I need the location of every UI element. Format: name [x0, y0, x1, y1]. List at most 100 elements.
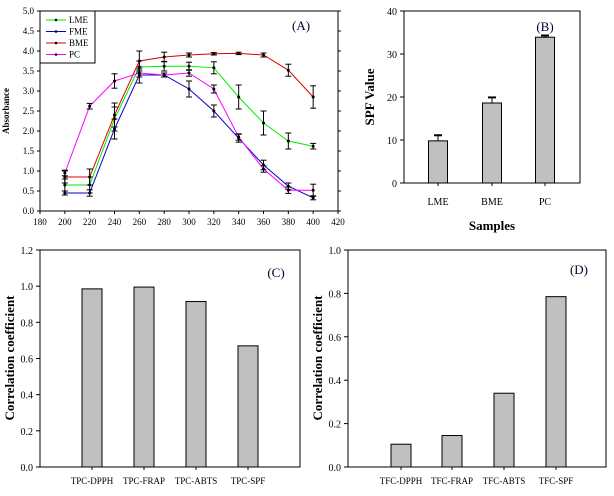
data-point-bme — [262, 53, 265, 57]
x-tick-label: 380 — [282, 217, 296, 227]
panel-d-bar-chart: 0.0 0.2 0.4 0.6 0.8 1.0 TFC-DPPH TFC-FRAP TFC-A… — [310, 246, 607, 486]
data-point-lme — [187, 64, 191, 68]
y-tick-label: 3.0 — [23, 86, 35, 96]
y-tick-label: 2.5 — [23, 106, 35, 116]
data-point-pc — [137, 71, 141, 75]
x-tick-label: 240 — [108, 217, 122, 227]
y-tick-label: 1.0 — [329, 246, 342, 257]
x-tick-label-tfc-abts: TFC-ABTS — [483, 476, 526, 486]
y-tick-label: 0.8 — [329, 289, 342, 300]
data-point-pc — [162, 73, 166, 77]
y-tick-label: 0.4 — [21, 391, 34, 402]
y-tick-label: 1.2 — [21, 246, 34, 257]
legend-label-bme: BME — [69, 38, 89, 48]
legend-label-pc: PC — [69, 50, 80, 60]
x-tick-label-tfc-dpph: TFC-DPPH — [380, 476, 423, 486]
bar-tpc-abts — [185, 301, 207, 468]
legend-marker-lme — [54, 18, 58, 22]
y-tick-label: 5.0 — [23, 6, 35, 16]
data-point-pc — [88, 104, 92, 108]
data-point-lme — [311, 144, 315, 148]
bar-tfc-spf — [545, 296, 567, 468]
x-tick-label-tpc-dpph: TPC-DPPH — [71, 476, 114, 486]
y-tick-label: 4.5 — [23, 26, 35, 36]
x-tick-label-tfc-frap: TFC-FRAP — [431, 476, 473, 486]
data-point-pc — [212, 87, 216, 91]
y-tick-label: 0.4 — [329, 376, 342, 387]
data-point-pc — [237, 135, 241, 139]
y-tick-label: 0.0 — [23, 206, 35, 216]
y-tick-label: 0 — [392, 179, 397, 190]
data-point-lme — [237, 95, 241, 99]
x-tick-label: 220 — [83, 217, 97, 227]
y-tick-label: 0.6 — [21, 355, 34, 366]
legend-label-fme: FME — [69, 27, 88, 37]
x-tick-label-pc: PC — [539, 197, 552, 208]
data-point-bme — [212, 52, 216, 56]
panel-b-bar-chart: 0 10 20 30 40 LME BME PC SPF Value Samples (B) — [362, 7, 581, 233]
data-point-bme — [311, 95, 315, 99]
panel-c-bar-chart: 0.0 0.2 0.4 0.6 0.8 1.0 1.2 TPC-DPPH TPC-FRAP TP… — [2, 246, 301, 486]
y-tick-label: 20 — [387, 93, 397, 104]
legend-label-lme: LME — [69, 15, 89, 25]
x-tick-label-bme: BME — [481, 197, 503, 208]
bar-tfc-frap — [441, 435, 463, 468]
bar-tpc-dpph — [81, 288, 103, 468]
panel-b-x-axis-label: Samples — [469, 218, 515, 233]
panel-c-frame — [39, 249, 301, 468]
x-tick-label-lme: LME — [427, 197, 448, 208]
y-tick-label: 10 — [387, 136, 397, 147]
data-point-lme — [162, 64, 166, 68]
legend-marker-bme — [54, 41, 58, 45]
data-point-lme — [212, 66, 216, 70]
panel-a-line-chart: 0.0 0.5 1.0 1.5 2.0 2.5 3.0 3.5 4.0 4.5 5.0 180 200… — [1, 6, 345, 227]
panel-d-frame — [347, 249, 607, 468]
x-tick-label: 400 — [306, 217, 320, 227]
data-point-pc — [187, 71, 191, 75]
data-point-bme — [237, 51, 241, 55]
x-tick-label: 360 — [257, 217, 271, 227]
y-tick-label: 2.0 — [23, 126, 35, 136]
y-tick-label: 4.0 — [23, 46, 35, 56]
bar-tfc-dpph — [390, 443, 412, 468]
data-point-pc — [262, 167, 265, 171]
data-point-fme — [212, 109, 216, 113]
data-point-fme — [63, 191, 67, 195]
y-tick-label: 0.0 — [329, 463, 342, 474]
data-point-bme — [187, 53, 191, 57]
data-point-fme — [311, 196, 315, 200]
bar-pc — [535, 36, 555, 184]
data-point-fme — [113, 127, 116, 131]
y-tick-label: 1.0 — [23, 166, 35, 176]
x-tick-label-tfc-spf: TFC-SPF — [539, 476, 574, 486]
y-tick-label: 3.5 — [23, 66, 35, 76]
panel-d-y-axis-label: Correlation coefficient — [310, 295, 325, 421]
data-point-fme — [187, 87, 191, 91]
data-point-lme — [262, 121, 265, 125]
x-tick-label-tpc-frap: TPC-FRAP — [123, 476, 165, 486]
y-tick-label: 0.0 — [21, 463, 34, 474]
y-tick-label: 1.5 — [23, 146, 35, 156]
x-tick-label: 340 — [232, 217, 246, 227]
x-tick-label-tpc-abts: TPC-ABTS — [175, 476, 218, 486]
panel-a-label: (A) — [292, 18, 310, 33]
data-point-bme — [286, 68, 290, 72]
data-point-bme — [137, 59, 141, 63]
x-tick-label: 420 — [331, 217, 345, 227]
x-tick-label: 200 — [58, 217, 72, 227]
data-point-pc — [63, 171, 67, 175]
legend-marker-pc — [54, 53, 58, 56]
panel-d-label: (D) — [570, 262, 588, 277]
panel-a-y-axis-label: Absorbance — [1, 88, 11, 134]
x-tick-label: 300 — [182, 217, 196, 227]
data-point-pc — [286, 188, 290, 192]
y-tick-label: 0.2 — [329, 420, 342, 431]
panel-c-label: (C) — [267, 265, 284, 280]
x-tick-label: 180 — [33, 217, 47, 227]
data-point-lme — [63, 183, 67, 187]
data-point-fme — [88, 191, 92, 195]
data-point-bme — [113, 113, 116, 117]
panel-b-y-axis-label: SPF Value — [362, 68, 377, 125]
